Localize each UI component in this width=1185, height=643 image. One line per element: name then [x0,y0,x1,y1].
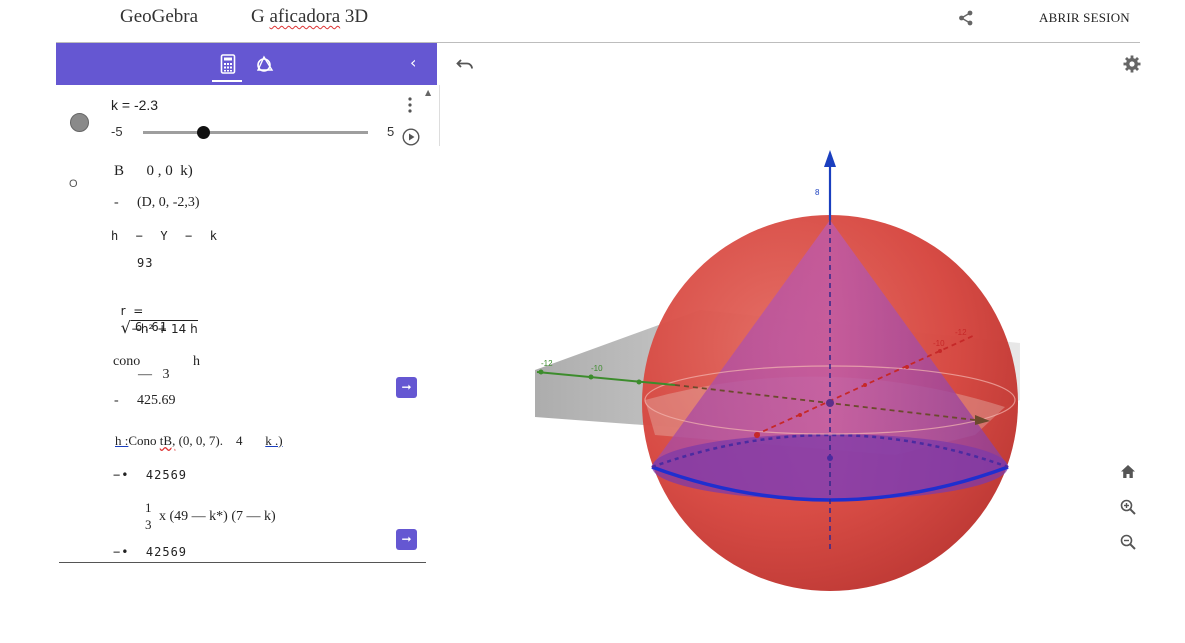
h-definition[interactable]: h − Y − k [111,229,218,243]
app-title-suffix: 3D [340,6,369,27]
cone-command-name: h : [115,433,129,448]
zoom-in-icon[interactable] [1120,499,1136,515]
formula-numerator: 1 [145,500,152,515]
graphics-3d-view[interactable]: -12 -10 -12 -10 8 [535,145,1020,595]
x-axis-ticks [538,369,642,385]
share-icon[interactable] [957,9,975,27]
cone-name[interactable]: cono [113,354,141,369]
r-value: 6.61 [135,320,168,334]
gear-icon[interactable] [1123,55,1141,73]
app-title: G aficadora 3D [251,6,368,28]
cone-h: h [193,354,200,369]
app-title-misspelled: aficadora [269,6,341,27]
play-icon[interactable] [402,128,420,146]
cone-command-row[interactable]: h :Cono tB, (0, 0, 7). 4 k .) [115,433,283,449]
r-definition-left: r = [120,304,144,318]
slider-thumb[interactable] [197,126,211,139]
cone-base-back [651,433,1009,469]
calculator-icon[interactable] [220,54,236,74]
cone-command-value: −• 42569 [113,468,188,482]
algebra-bottom-rule [59,562,426,563]
scroll-up-arrow[interactable]: ▲ [425,88,432,97]
y-axis-label-right2: -10 [933,339,945,348]
formula-denominator: 3 [145,517,152,532]
slider-row [56,85,440,146]
r-radicand: −h² + 14 h [130,320,198,336]
more-vert-icon[interactable] [405,96,415,114]
output-toggle-button[interactable]: ➞ [396,377,417,398]
x-axis-arrow [975,415,990,425]
geogebra-brand[interactable]: GeoGebra [120,6,199,27]
collapse-panel-button[interactable]: ‹ [410,53,417,72]
point-b-definition[interactable]: B 0 , 0 k) [114,163,193,179]
output-toggle-button-2[interactable]: ➞ [396,529,417,550]
active-tab-indicator [212,80,242,82]
y-axis-ticks [754,349,942,438]
x-axis-label-left2: -10 [591,364,603,373]
header-divider [56,42,1140,43]
formula-expression[interactable]: x (49 — k*) (7 — k) [159,509,276,524]
x-axis-label-left: -12 [541,359,553,368]
point-b-dash: - [114,195,119,210]
z-axis-arrow [824,150,836,167]
home-icon[interactable] [1120,464,1136,479]
point-b[interactable] [827,455,833,461]
origin-point[interactable] [826,399,834,407]
cone-command-point: tB, [159,433,176,448]
sign-in-button[interactable]: ABRIR SESION [1039,10,1130,25]
h-value: 93 [137,256,154,270]
tools-icon[interactable] [256,55,276,73]
entry-bullet[interactable]: O [69,178,78,190]
x-axis [536,371,676,386]
cone-command-k: k .) [265,433,283,448]
cone-command-text: Cono [128,433,160,448]
cone-command-args: (0, 0, 7). 4 [175,433,266,448]
algebra-toolbar [56,43,437,85]
cone-value: 425.69 [137,393,176,408]
point-b-value: (D, 0, -2,3) [137,195,200,210]
slider-max: 5 [387,124,395,139]
slider-min: -5 [111,124,123,139]
undo-icon[interactable] [456,57,474,71]
slider-definition[interactable]: k = -2.3 [111,97,159,113]
app-title-prefix: G [251,6,270,27]
visibility-toggle[interactable] [70,113,89,132]
y-axis-label-right: -12 [955,328,967,337]
formula-value: −• 42569 [113,545,188,559]
sqrt-symbol: √ [120,318,131,337]
cone-dash: - [114,393,119,408]
slider-track[interactable] [143,131,368,134]
r-definition[interactable]: r = √−h² + 14 h [113,290,198,337]
zoom-out-icon[interactable] [1120,534,1136,550]
z-axis-tick-label: 8 [815,188,820,197]
cone-fraction: — 3 [138,367,170,382]
